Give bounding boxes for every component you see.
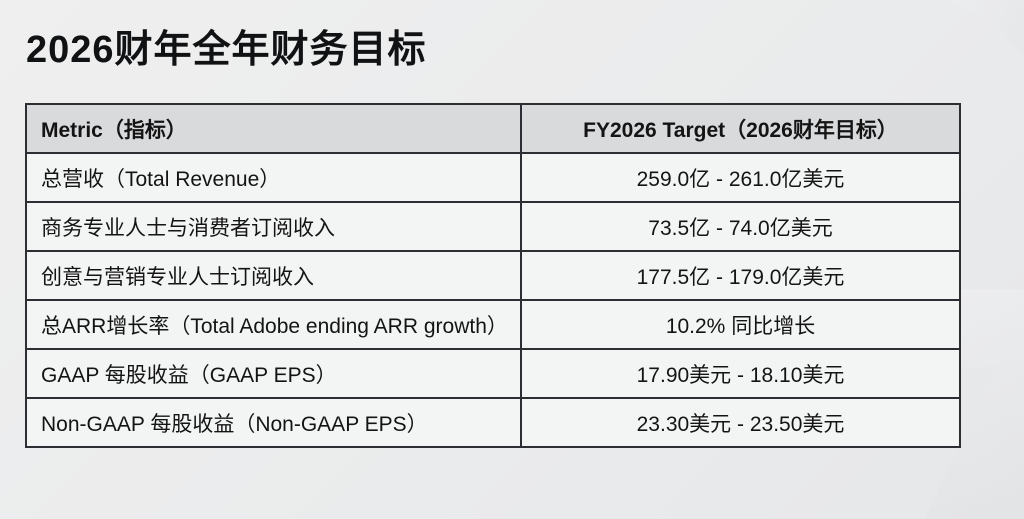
table-row: 创意与营销专业人士订阅收入 177.5亿 - 179.0亿美元: [24, 250, 961, 301]
table-row: 总营收（Total Revenue） 259.0亿 - 261.0亿美元: [24, 152, 961, 203]
table-row: GAAP 每股收益（GAAP EPS） 17.90美元 - 18.10美元: [24, 348, 961, 399]
target-cell: 17.90美元 - 18.10美元: [520, 348, 961, 399]
table-row: 商务专业人士与消费者订阅收入 73.5亿 - 74.0亿美元: [24, 201, 961, 252]
table-body: 总营收（Total Revenue） 259.0亿 - 261.0亿美元 商务专…: [24, 152, 961, 448]
header-row: Metric（指标） FY2026 Target（2026财年目标）: [24, 103, 961, 154]
metric-cell: GAAP 每股收益（GAAP EPS）: [24, 348, 523, 399]
target-cell: 23.30美元 - 23.50美元: [520, 397, 961, 448]
metric-cell: Non-GAAP 每股收益（Non-GAAP EPS）: [24, 397, 523, 448]
target-cell: 259.0亿 - 261.0亿美元: [520, 152, 961, 203]
financial-targets-table: Metric（指标） FY2026 Target（2026财年目标） 总营收（T…: [24, 103, 961, 448]
table-row: Non-GAAP 每股收益（Non-GAAP EPS） 23.30美元 - 23…: [24, 397, 961, 448]
target-cell: 10.2% 同比增长: [520, 299, 961, 350]
column-header-target: FY2026 Target（2026财年目标）: [520, 103, 961, 154]
corner-decoration-top-right: [874, 0, 1024, 120]
metric-cell: 创意与营销专业人士订阅收入: [24, 250, 523, 301]
table-header: Metric（指标） FY2026 Target（2026财年目标）: [24, 103, 961, 154]
metric-cell: 商务专业人士与消费者订阅收入: [24, 201, 523, 252]
metric-cell: 总营收（Total Revenue）: [24, 152, 523, 203]
metric-cell: 总ARR增长率（Total Adobe ending ARR growth）: [24, 299, 523, 350]
table-row: 总ARR增长率（Total Adobe ending ARR growth） 1…: [24, 299, 961, 350]
page-title: 2026财年全年财务目标: [26, 29, 427, 71]
column-header-metric: Metric（指标）: [24, 103, 523, 154]
target-cell: 73.5亿 - 74.0亿美元: [520, 201, 961, 252]
target-cell: 177.5亿 - 179.0亿美元: [520, 250, 961, 301]
